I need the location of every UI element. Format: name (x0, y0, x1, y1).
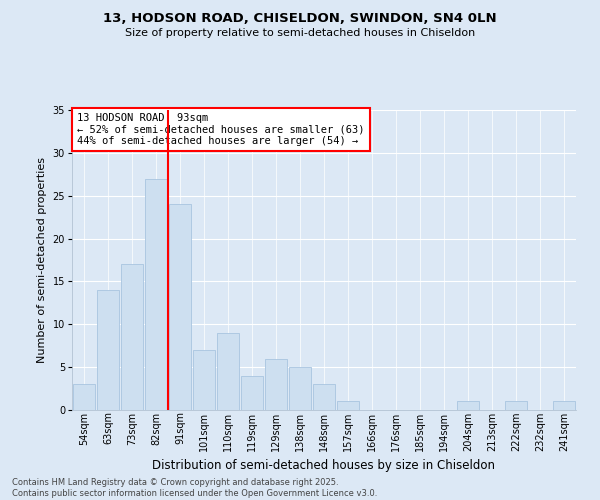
Bar (217, 333, 239, 410)
Bar (265, 358, 287, 410)
Bar (145, 178, 167, 410)
Bar (289, 367, 311, 410)
Bar (241, 376, 263, 410)
Bar (337, 402, 359, 410)
Bar (97, 290, 119, 410)
Bar (313, 384, 335, 410)
Bar (121, 264, 143, 410)
Y-axis label: Number of semi-detached properties: Number of semi-detached properties (37, 157, 47, 363)
Text: 13 HODSON ROAD: 93sqm
← 52% of semi-detached houses are smaller (63)
44% of semi: 13 HODSON ROAD: 93sqm ← 52% of semi-deta… (77, 113, 365, 146)
Bar (193, 350, 215, 410)
Bar (457, 402, 479, 410)
Bar (505, 402, 527, 410)
Text: Size of property relative to semi-detached houses in Chiseldon: Size of property relative to semi-detach… (125, 28, 475, 38)
Bar (73, 384, 95, 410)
Bar (553, 402, 575, 410)
Text: Contains HM Land Registry data © Crown copyright and database right 2025.
Contai: Contains HM Land Registry data © Crown c… (12, 478, 377, 498)
X-axis label: Distribution of semi-detached houses by size in Chiseldon: Distribution of semi-detached houses by … (152, 459, 496, 472)
Text: 13, HODSON ROAD, CHISELDON, SWINDON, SN4 0LN: 13, HODSON ROAD, CHISELDON, SWINDON, SN4… (103, 12, 497, 26)
Bar (169, 204, 191, 410)
